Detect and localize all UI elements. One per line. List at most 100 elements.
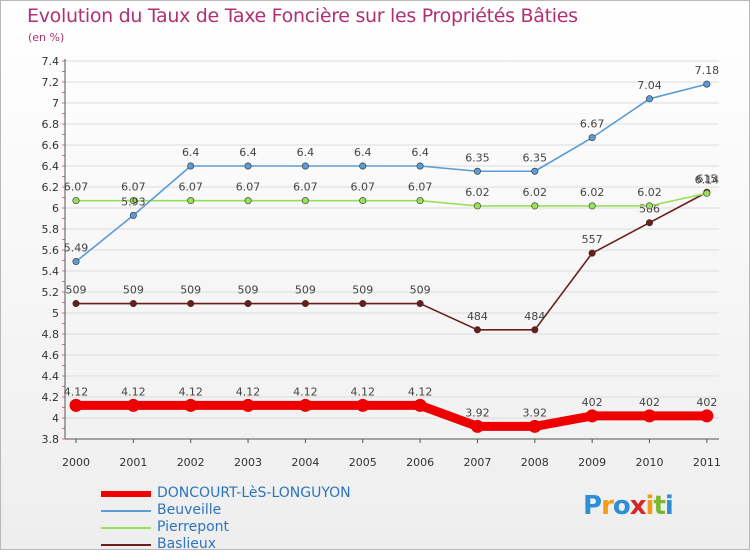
data-point	[298, 398, 312, 412]
y-tick-label: 4.6	[42, 349, 60, 362]
y-tick-label: 4.2	[42, 391, 60, 404]
x-tick-label: 2001	[119, 456, 147, 469]
data-point	[187, 197, 195, 205]
legend-swatch	[101, 510, 151, 512]
data-point	[359, 162, 367, 170]
data-point	[416, 197, 424, 205]
data-label: 4.12	[293, 385, 318, 398]
data-label: 6.07	[178, 181, 203, 194]
data-point	[643, 409, 656, 423]
data-label: 7.04	[637, 79, 662, 92]
y-tick-label: 5.4	[42, 265, 60, 278]
y-tick-label: 7.2	[42, 76, 60, 89]
data-point	[129, 300, 137, 308]
data-label: 509	[123, 284, 144, 297]
series-line	[71, 400, 712, 431]
series-line	[75, 191, 708, 331]
data-label: 3.92	[465, 406, 490, 419]
data-point	[359, 300, 367, 308]
data-point	[359, 197, 367, 205]
data-point	[473, 326, 481, 334]
data-point	[588, 202, 596, 210]
data-point	[72, 258, 80, 266]
legend-label: Baslieux	[157, 536, 217, 552]
y-tick-label: 5.2	[42, 286, 60, 299]
y-tick-label: 6.6	[42, 139, 60, 152]
x-tick-label: 2004	[291, 456, 319, 469]
data-label: 509	[238, 284, 259, 297]
data-point	[703, 189, 711, 197]
legend-label: Pierrepont	[157, 519, 230, 535]
data-point	[700, 409, 714, 423]
data-label: 615	[696, 172, 717, 185]
proxiti-logo: Proxiti	[583, 491, 674, 521]
x-tick-label: 2006	[406, 456, 434, 469]
x-tick-label: 2000	[62, 456, 90, 469]
data-label: 5.49	[64, 242, 89, 255]
data-label: 402	[639, 396, 660, 409]
data-label: 509	[352, 284, 373, 297]
data-point	[645, 95, 653, 103]
data-label: 6.07	[408, 181, 433, 194]
data-point	[301, 162, 309, 170]
data-label: 509	[66, 284, 87, 297]
data-label: 4.12	[351, 385, 376, 398]
y-tick-label: 4.8	[42, 328, 60, 341]
x-tick-label: 2005	[349, 456, 377, 469]
data-label: 6.4	[411, 146, 429, 159]
data-point	[187, 300, 195, 308]
data-point	[187, 162, 195, 170]
data-label: 6.07	[236, 181, 261, 194]
data-point	[241, 398, 255, 412]
data-point	[470, 419, 484, 433]
data-label: 4.12	[408, 385, 433, 398]
data-point	[531, 202, 539, 210]
data-label: 7.18	[695, 64, 720, 77]
data-point	[416, 162, 424, 170]
x-tick-label: 2008	[521, 456, 549, 469]
data-point	[416, 300, 424, 308]
legend-swatch	[101, 491, 151, 497]
data-point	[645, 219, 653, 227]
data-point	[588, 249, 596, 257]
data-point	[69, 398, 83, 412]
x-tick-label: 2009	[578, 456, 606, 469]
data-label: 6.4	[297, 146, 315, 159]
data-label: 5.93	[121, 195, 146, 208]
data-point	[129, 211, 137, 219]
series-line	[75, 192, 708, 207]
data-label: 6.07	[64, 181, 89, 194]
data-label: 6.4	[182, 146, 200, 159]
data-label: 402	[582, 396, 603, 409]
unit-label: (en %)	[28, 31, 65, 44]
data-label: 6.07	[293, 181, 318, 194]
legend-swatch	[101, 527, 151, 529]
data-label: 4.12	[236, 385, 261, 398]
data-point	[72, 197, 80, 205]
data-point	[703, 80, 711, 88]
y-tick-label: 6	[52, 202, 59, 215]
data-point	[588, 134, 596, 142]
y-tick-label: 4	[52, 412, 59, 425]
data-label: 6.02	[580, 186, 605, 199]
chart-title: Evolution du Taux de Taxe Foncière sur l…	[27, 5, 578, 27]
x-tick-label: 2007	[463, 456, 491, 469]
data-label: 6.35	[465, 151, 490, 164]
data-label: 6.07	[351, 181, 376, 194]
data-point	[129, 197, 137, 205]
data-label: 509	[410, 284, 431, 297]
data-label: 6.02	[523, 186, 548, 199]
data-point	[528, 419, 542, 433]
data-label: 6.02	[637, 186, 662, 199]
data-label: 557	[582, 233, 603, 246]
data-point	[356, 398, 370, 412]
y-tick-label: 5.8	[42, 223, 60, 236]
x-tick-label: 2002	[177, 456, 205, 469]
data-label: 6.4	[354, 146, 372, 159]
series-line	[75, 83, 708, 263]
data-label: 6.4	[239, 146, 257, 159]
data-label: 6.02	[465, 186, 490, 199]
data-point	[126, 398, 140, 412]
